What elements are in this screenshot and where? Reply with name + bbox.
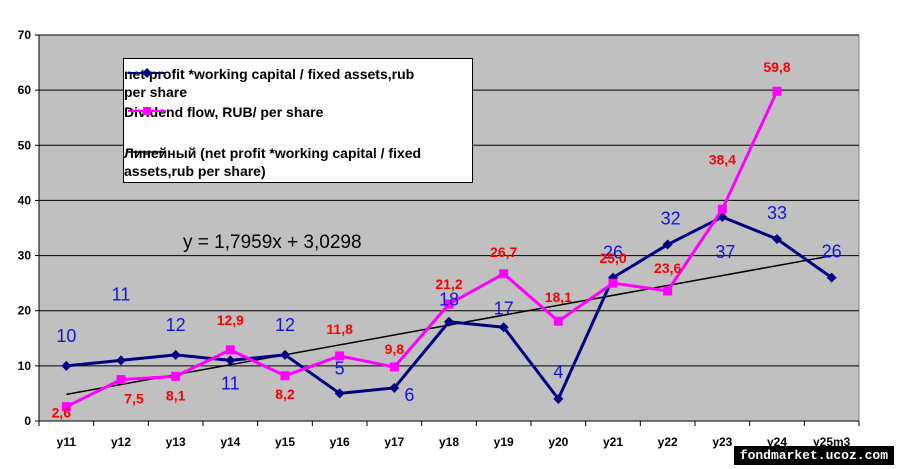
data-point <box>662 239 673 250</box>
data-point <box>389 362 399 372</box>
x-tick-label: y23 <box>712 435 732 449</box>
x-tick-label: y12 <box>111 435 131 449</box>
data-point <box>335 351 345 361</box>
data-label-dividend: 23,6 <box>654 260 681 276</box>
x-tick-label: y22 <box>658 435 678 449</box>
data-label-net-profit: 11 <box>221 373 240 393</box>
data-point <box>334 388 345 399</box>
data-point <box>171 371 181 381</box>
data-point <box>498 322 509 333</box>
data-label-net-profit: 33 <box>767 203 787 223</box>
data-point <box>61 360 72 371</box>
data-point <box>389 382 400 393</box>
data-label-dividend: 21,2 <box>435 276 462 292</box>
data-label-net-profit: 11 <box>112 284 131 304</box>
data-point <box>826 272 837 283</box>
data-point <box>225 355 236 366</box>
data-label-dividend: 8,2 <box>275 386 295 402</box>
data-point <box>717 204 727 214</box>
data-point <box>444 316 454 327</box>
y-tick-label: 0 <box>24 414 31 428</box>
x-tick-label: y13 <box>166 435 186 449</box>
data-label-dividend: 8,1 <box>166 387 186 403</box>
data-label-net-profit: 17 <box>494 298 514 318</box>
data-point <box>116 355 126 366</box>
y-tick-label: 30 <box>18 249 32 263</box>
legend-swatch-dividend <box>128 107 166 115</box>
data-label-net-profit: 32 <box>661 209 681 229</box>
data-point <box>663 286 673 296</box>
x-tick-label: y16 <box>330 435 350 449</box>
data-point <box>772 86 782 96</box>
data-label-net-profit: 12 <box>275 315 295 335</box>
data-point <box>444 299 454 309</box>
data-label-dividend: 25,0 <box>599 250 626 266</box>
x-tick-label: y24 <box>767 435 787 449</box>
y-tick-label: 70 <box>18 28 32 42</box>
data-label-dividend: 11,8 <box>326 321 353 337</box>
data-label-net-profit: 18 <box>439 290 459 310</box>
x-tick-label: y18 <box>439 435 459 449</box>
legend-item-net-profit: net profit *working capital / fixed asse… <box>124 65 424 101</box>
data-point <box>116 375 126 385</box>
y-tick-label: 10 <box>18 359 32 373</box>
data-label-dividend: 18,1 <box>545 289 572 305</box>
x-tick-label: y17 <box>384 435 404 449</box>
legend-label-net-profit: net profit *working capital / fixed asse… <box>124 66 415 100</box>
legend-item-dividend: Dividend flow, RUB/ per share <box>124 103 424 121</box>
data-point <box>553 393 564 404</box>
data-point <box>170 349 181 360</box>
data-label-net-profit: 6 <box>404 385 414 405</box>
data-point <box>608 278 618 288</box>
data-label-net-profit: 26 <box>603 243 623 263</box>
data-label-net-profit: 26 <box>822 242 842 262</box>
data-point <box>553 316 563 326</box>
data-label-dividend: 38,4 <box>709 151 736 167</box>
chart-legend: net profit *working capital / fixed asse… <box>123 58 473 183</box>
data-point <box>225 345 235 355</box>
data-label-net-profit: 5 <box>335 358 345 378</box>
legend-swatch-trendline <box>128 151 166 153</box>
x-tick-label: y19 <box>494 435 514 449</box>
legend-label-trendline: Линейный (net profit *working capital / … <box>124 145 422 179</box>
data-label-dividend: 26,7 <box>490 244 517 260</box>
data-label-dividend: 9,8 <box>385 341 405 357</box>
data-point <box>772 234 782 245</box>
x-tick-label: y20 <box>548 435 568 449</box>
data-point <box>280 371 290 381</box>
data-label-dividend: 7,5 <box>124 391 144 407</box>
data-label-net-profit: 37 <box>715 242 735 262</box>
x-tick-label: y21 <box>603 435 623 449</box>
data-point <box>61 402 71 412</box>
y-tick-label: 20 <box>18 304 32 318</box>
x-tick-label: y11 <box>57 435 77 449</box>
x-tick-label: y25m3 <box>813 435 851 449</box>
y-tick-label: 40 <box>18 193 32 207</box>
data-label-net-profit: 10 <box>56 326 76 346</box>
y-tick-label: 50 <box>18 138 32 152</box>
data-point <box>499 269 509 279</box>
data-label-net-profit: 12 <box>166 315 186 335</box>
data-label-dividend: 2,6 <box>52 405 72 421</box>
x-tick-label: y14 <box>220 435 240 449</box>
data-label-dividend: 12,9 <box>217 312 244 328</box>
data-point <box>280 349 290 360</box>
data-label-dividend: 59,8 <box>763 59 790 75</box>
legend-item-trendline: Линейный (net profit *working capital / … <box>124 144 424 180</box>
trendline-equation: y = 1,7959x + 3,0298 <box>183 232 362 253</box>
data-label-net-profit: 4 <box>553 362 563 382</box>
series-line-2 <box>65 90 779 409</box>
legend-swatch-net-profit <box>128 68 166 78</box>
legend-label-dividend: Dividend flow, RUB/ per share <box>124 104 324 120</box>
y-tick-label: 60 <box>18 83 32 97</box>
x-tick-label: y15 <box>275 435 295 449</box>
watermark: fondmarket.ucoz.com <box>733 446 894 465</box>
